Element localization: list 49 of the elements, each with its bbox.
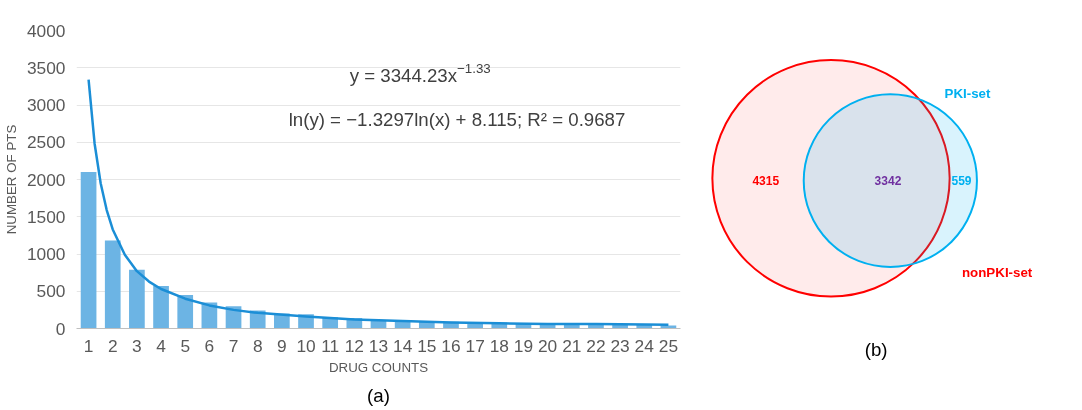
- x-tick-label: 14: [393, 335, 413, 356]
- x-tick-label: 18: [489, 335, 509, 356]
- x-tick-label: 15: [417, 335, 437, 356]
- x-tick-label: 5: [180, 335, 191, 356]
- x-tick-label: 22: [586, 335, 606, 356]
- x-tick-label: 25: [658, 335, 679, 356]
- y-tick-label: 0: [55, 318, 66, 339]
- bar: [80, 172, 97, 329]
- y-tick-label: 500: [36, 281, 66, 302]
- x-tick-label: 19: [513, 335, 534, 356]
- text: nonPKI-set: [961, 265, 1033, 281]
- y-tick-label: 2500: [26, 132, 66, 153]
- bar: [177, 294, 194, 329]
- x-tick-label: 8: [252, 335, 263, 356]
- x-axis-title: DRUG COUNTS: [328, 359, 429, 375]
- y-axis-title: NUMBER OF PTS: [3, 124, 19, 235]
- y-tick-label: 1500: [26, 206, 66, 227]
- x-tick-label: 4: [156, 335, 167, 356]
- x-tick-label: 6: [204, 335, 215, 356]
- x-tick-label: 20: [537, 335, 558, 356]
- x-tick-label: 13: [368, 335, 389, 356]
- x-tick-label: 17: [465, 335, 485, 356]
- bar: [104, 240, 121, 329]
- y-tick-label: 3500: [26, 57, 66, 78]
- data-label: 4315: [752, 174, 780, 189]
- bar: [153, 286, 169, 329]
- x-tick-label: 12: [344, 335, 364, 356]
- annotation: ln(y) = −1.3297ln(x) + 8.115; R² = 0.9687: [288, 109, 626, 131]
- text: (b): [864, 339, 888, 361]
- x-tick-label: 11: [321, 335, 340, 356]
- x-tick-label: 23: [610, 335, 630, 356]
- data-label: 3342: [874, 174, 902, 189]
- x-tick-label: 1: [83, 335, 94, 356]
- y-tick-label: 1000: [26, 244, 66, 264]
- x-tick-label: 2: [107, 335, 118, 356]
- bar: [129, 269, 145, 329]
- text: (a): [367, 384, 390, 406]
- x-tick-label: 10: [296, 335, 316, 356]
- x-tick-label: 3: [132, 335, 142, 356]
- data-label: 559: [951, 174, 972, 189]
- x-tick-label: 21: [562, 335, 582, 356]
- y-tick-label: 4000: [26, 20, 66, 41]
- y-tick-label: 3000: [26, 95, 66, 115]
- x-tick-label: 24: [634, 335, 655, 356]
- x-tick-label: 16: [441, 335, 461, 356]
- x-tick-label: 9: [277, 335, 287, 356]
- text: PKI-set: [944, 85, 991, 101]
- x-tick-label: 7: [228, 335, 239, 356]
- y-tick-label: 2000: [26, 169, 66, 190]
